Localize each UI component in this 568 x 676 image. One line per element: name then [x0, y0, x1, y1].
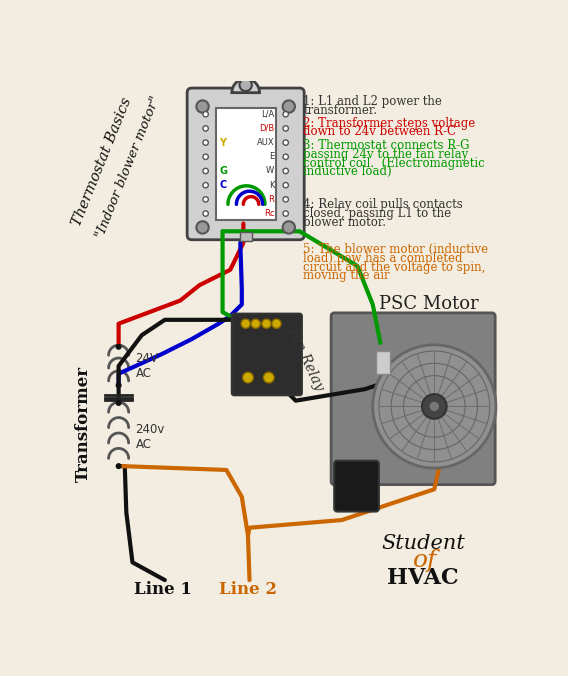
FancyBboxPatch shape — [334, 461, 379, 512]
Circle shape — [422, 394, 446, 418]
Text: load) now has a completed: load) now has a completed — [303, 251, 463, 265]
Text: 24V
AC: 24V AC — [136, 352, 158, 380]
Text: AUX: AUX — [257, 138, 274, 147]
Text: G: G — [219, 166, 228, 176]
Circle shape — [251, 319, 260, 329]
Text: C: C — [219, 180, 227, 190]
Circle shape — [283, 100, 295, 113]
Circle shape — [283, 168, 289, 174]
Circle shape — [283, 126, 289, 131]
Text: K: K — [269, 180, 274, 190]
Circle shape — [197, 221, 208, 234]
Circle shape — [264, 372, 274, 383]
Circle shape — [203, 183, 208, 188]
Circle shape — [283, 197, 289, 202]
Wedge shape — [232, 79, 260, 93]
Circle shape — [203, 197, 208, 202]
Text: inductive load): inductive load) — [303, 166, 392, 178]
Circle shape — [262, 319, 271, 329]
Text: closed, passing L1 to the: closed, passing L1 to the — [303, 207, 452, 220]
Text: down to 24v between R-C: down to 24v between R-C — [303, 125, 457, 139]
Circle shape — [283, 140, 289, 145]
Text: W: W — [266, 166, 274, 176]
Circle shape — [241, 319, 250, 329]
Text: 240v
AC: 240v AC — [136, 423, 165, 451]
Bar — [240, 232, 252, 241]
Text: Fan Relay: Fan Relay — [285, 324, 327, 393]
Text: Y: Y — [219, 138, 227, 147]
Text: "Indoor blower motor": "Indoor blower motor" — [93, 95, 162, 241]
Circle shape — [116, 464, 121, 468]
Text: Student: Student — [381, 533, 465, 552]
Circle shape — [283, 211, 289, 216]
FancyBboxPatch shape — [331, 313, 495, 485]
Circle shape — [283, 112, 289, 117]
Text: HVAC: HVAC — [387, 566, 458, 589]
Text: 3: Thermostat connects R-G: 3: Thermostat connects R-G — [303, 139, 470, 152]
Text: Line 1: Line 1 — [135, 581, 192, 598]
Text: Thermostat Basics: Thermostat Basics — [69, 96, 134, 228]
Circle shape — [116, 345, 121, 349]
Text: Line 2: Line 2 — [219, 581, 277, 598]
Text: D/B: D/B — [259, 124, 274, 133]
Text: of: of — [413, 548, 437, 572]
Circle shape — [240, 79, 252, 91]
FancyBboxPatch shape — [232, 314, 302, 395]
Circle shape — [429, 401, 440, 412]
Text: R: R — [268, 195, 274, 204]
Text: control coil.  (Electromagnetic: control coil. (Electromagnetic — [303, 157, 485, 170]
Text: 1: L1 and L2 power the: 1: L1 and L2 power the — [303, 95, 442, 108]
Bar — [376, 351, 390, 374]
Text: L/A: L/A — [261, 110, 274, 119]
Circle shape — [203, 154, 208, 160]
Circle shape — [283, 183, 289, 188]
Circle shape — [116, 401, 121, 406]
Text: blower motor.: blower motor. — [303, 216, 386, 229]
Text: transformer.: transformer. — [303, 104, 377, 117]
Circle shape — [283, 221, 295, 234]
Text: passing 24v to the fan relay: passing 24v to the fan relay — [303, 148, 469, 161]
Circle shape — [373, 345, 496, 468]
Bar — [216, 108, 277, 220]
Text: Rc: Rc — [264, 209, 274, 218]
Circle shape — [203, 140, 208, 145]
Circle shape — [203, 126, 208, 131]
Circle shape — [197, 100, 208, 113]
Text: E: E — [269, 152, 274, 162]
Circle shape — [272, 319, 281, 329]
Text: 4: Relay coil pulls contacts: 4: Relay coil pulls contacts — [303, 198, 463, 211]
Circle shape — [243, 372, 253, 383]
Text: Transformer: Transformer — [75, 366, 91, 482]
Circle shape — [203, 168, 208, 174]
Text: 5: The blower motor (inductive: 5: The blower motor (inductive — [303, 243, 488, 256]
Text: moving the air: moving the air — [303, 269, 390, 283]
Circle shape — [116, 383, 121, 387]
Circle shape — [203, 112, 208, 117]
Circle shape — [283, 154, 289, 160]
Text: circuit and the voltage to spin,: circuit and the voltage to spin, — [303, 260, 486, 274]
FancyBboxPatch shape — [187, 88, 304, 240]
Text: 2: Transformer steps voltage: 2: Transformer steps voltage — [303, 116, 475, 130]
Circle shape — [203, 211, 208, 216]
Text: PSC Motor: PSC Motor — [379, 295, 478, 314]
